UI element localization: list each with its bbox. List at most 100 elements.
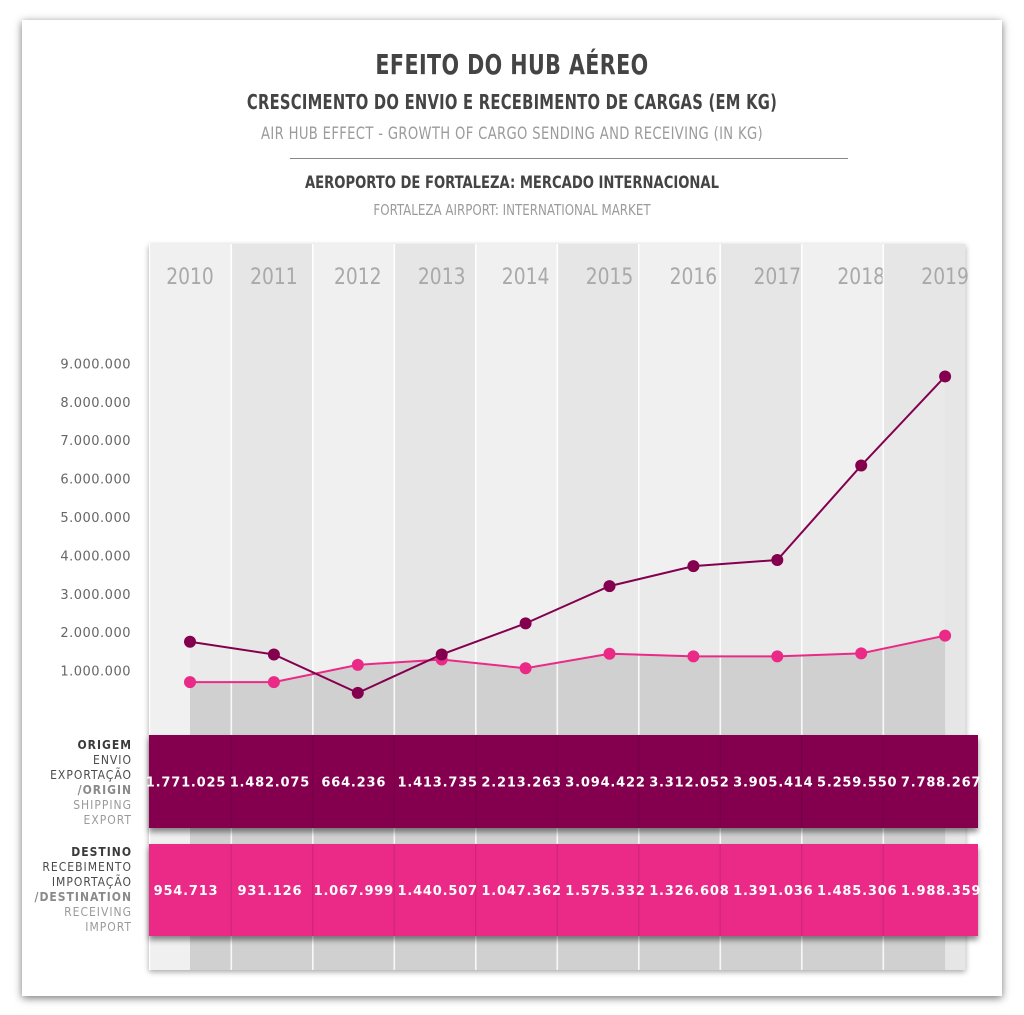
origin-value-2014: 2.213.263 (481, 776, 561, 791)
origin-value-2015: 3.094.422 (565, 776, 645, 791)
destination-band-divider (475, 844, 477, 936)
year-label-2019: 2019 (921, 264, 969, 290)
destination-point-2014 (519, 662, 532, 675)
column-separator (149, 244, 151, 970)
y-tick-label: 1.000.000 (60, 665, 131, 680)
origin-value-2016: 3.312.052 (649, 776, 729, 791)
y-tick-label: 8.000.000 (60, 396, 131, 411)
column-separator-overlay (719, 244, 722, 970)
dest-label-line: /DESTINATION (34, 890, 132, 904)
destination-value-2013: 1.440.507 (397, 884, 477, 899)
origin-point-2016 (687, 560, 700, 573)
origin-value-2013: 1.413.735 (397, 776, 477, 791)
y-tick-label: 9.000.000 (60, 357, 131, 372)
origin-band-divider (638, 735, 640, 828)
destination-value-2018: 1.485.306 (817, 884, 897, 899)
origin-point-2012 (351, 686, 364, 699)
origin-point-2017 (771, 554, 784, 567)
dest-label-line: IMPORT (85, 920, 132, 934)
destination-point-2010 (184, 676, 196, 689)
y-tick-label: 6.000.000 (60, 473, 131, 488)
origin-point-2011 (267, 648, 280, 661)
chart-subtitle-english: AIR HUB EFFECT - GROWTH OF CARGO SENDING… (261, 124, 763, 144)
origin-label-line: /ORIGIN (77, 783, 132, 797)
destination-band-divider (230, 844, 232, 936)
dest-label-line: RECEBIMENTO (42, 860, 132, 874)
destination-point-2017 (771, 650, 784, 663)
destination-point-2019 (939, 629, 952, 642)
origin-value-2011: 1.482.075 (230, 776, 310, 791)
destination-band (149, 844, 978, 936)
chart-title: EFEITO DO HUB AÉREO (375, 48, 649, 81)
origin-line (189, 375, 946, 694)
origin-label-line: EXPORTAÇÃO (50, 768, 132, 782)
dest-label-line: IMPORTAÇÃO (51, 875, 132, 889)
origin-point-2019 (939, 370, 952, 383)
year-label-2018: 2018 (837, 264, 885, 290)
year-label-2017: 2017 (754, 264, 802, 290)
column-separator-overlay (475, 244, 477, 970)
destination-value-2015: 1.575.332 (565, 884, 645, 899)
origin-band-divider (801, 735, 803, 828)
origin-point-2018 (855, 459, 868, 472)
origin-band-divider (882, 735, 884, 828)
destination-value-2019: 1.988.359 (901, 884, 981, 899)
origin-value-2012: 664.236 (321, 776, 386, 791)
origin-value-2019: 7.788.267 (901, 776, 981, 791)
year-label-2014: 2014 (502, 264, 550, 290)
dest-label-line: RECEIVING (64, 905, 132, 919)
chart-subtitle: CRESCIMENTO DO ENVIO E RECEBIMENTO DE CA… (246, 90, 778, 114)
destination-point-2012 (351, 658, 364, 671)
origin-band-divider (719, 735, 721, 828)
year-label-2016: 2016 (670, 264, 718, 290)
column-separator-overlay (312, 244, 314, 970)
origin-label-line: ENVIO (93, 753, 132, 767)
column-separator-overlay (556, 244, 559, 970)
origin-band (149, 735, 978, 828)
destination-band-divider (801, 844, 803, 936)
column-separator-overlay (801, 244, 803, 970)
origin-band-divider (230, 735, 232, 828)
destination-band-divider (882, 844, 884, 936)
year-label-2013: 2013 (418, 264, 466, 290)
section-title: AEROPORTO DE FORTALEZA: MERCADO INTERNAC… (304, 173, 720, 193)
destination-band-divider (719, 844, 721, 936)
destination-value-2016: 1.326.608 (649, 884, 729, 899)
destination-value-2010: 954.713 (154, 884, 219, 899)
dest-label-line: DESTINO (71, 845, 132, 859)
year-label-2012: 2012 (334, 264, 382, 290)
origin-band-divider (475, 735, 477, 828)
origin-value-2018: 5.259.550 (817, 776, 897, 791)
origin-band-divider (556, 735, 558, 828)
column-separator-overlay (230, 244, 233, 970)
destination-value-2011: 931.126 (237, 884, 302, 899)
y-tick-label: 5.000.000 (60, 511, 131, 526)
destination-row-label: DESTINO RECEBIMENTO IMPORTAÇÃO/DESTINATION… (20, 845, 132, 935)
origin-point-2013 (435, 648, 448, 661)
destination-point-2015 (603, 647, 616, 660)
origin-point-2010 (184, 635, 196, 648)
origin-value-2010: 1.771.025 (146, 776, 226, 791)
destination-band-divider (312, 844, 314, 936)
year-label-2011: 2011 (250, 264, 298, 290)
destination-band-divider (393, 844, 395, 936)
origin-point-2015 (603, 580, 616, 593)
y-tick-label: 3.000.000 (60, 588, 131, 603)
origin-label-line: EXPORT (83, 813, 132, 827)
destination-point-2011 (267, 676, 280, 689)
column-separator-overlay (882, 244, 885, 970)
column-separator-overlay (638, 244, 640, 970)
section-title-english: FORTALEZA AIRPORT: INTERNATIONAL MARKET (373, 201, 651, 219)
origin-band-divider (393, 735, 395, 828)
destination-point-2018 (855, 647, 868, 660)
y-tick-label: 7.000.000 (60, 434, 131, 449)
origin-value-2017: 3.905.414 (733, 776, 813, 791)
year-label-2010: 2010 (166, 264, 214, 290)
origin-label-line: ORIGEM (77, 738, 132, 752)
origin-point-2014 (519, 617, 532, 630)
y-tick-label: 4.000.000 (60, 549, 131, 564)
destination-point-2016 (687, 650, 700, 663)
title-divider (290, 158, 848, 159)
column-separator-overlay (393, 244, 396, 970)
